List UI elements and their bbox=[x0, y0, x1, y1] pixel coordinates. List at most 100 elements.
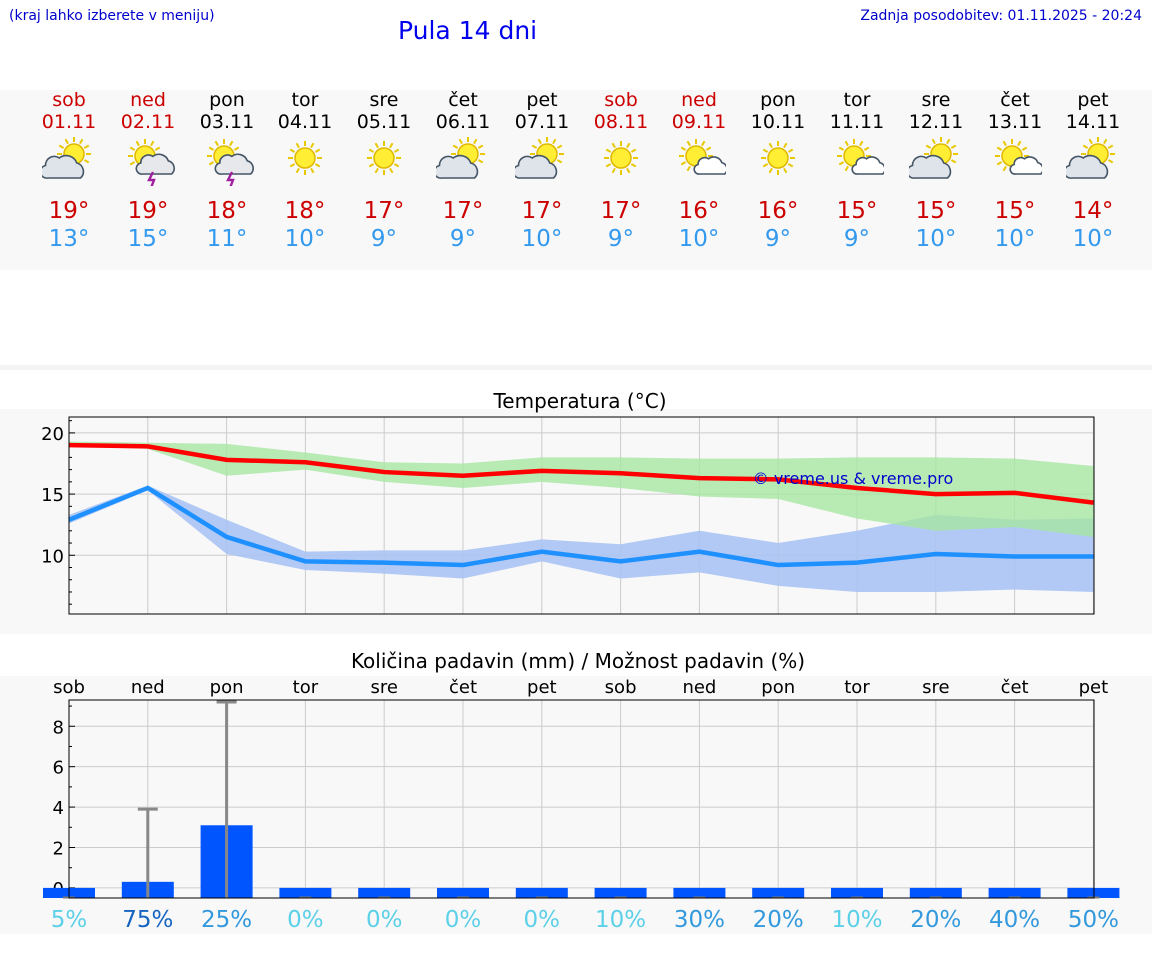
sun-ray bbox=[83, 144, 90, 149]
temp-max: 17° bbox=[363, 198, 405, 224]
cloud-shape bbox=[1009, 156, 1042, 175]
sun-ray bbox=[1082, 144, 1089, 149]
max-temp-line bbox=[68, 442, 1094, 505]
sun-ray bbox=[552, 138, 557, 145]
temp-min: 15° bbox=[127, 226, 169, 252]
sun-ray bbox=[58, 144, 65, 149]
sun-ray bbox=[129, 161, 136, 166]
cloud-shape bbox=[42, 154, 85, 179]
x-day-label: pet bbox=[527, 677, 557, 698]
sun-disc bbox=[294, 147, 316, 169]
x-day-label: sre bbox=[370, 677, 397, 698]
sun-ray bbox=[768, 167, 773, 174]
x-day-label: ned bbox=[131, 677, 165, 698]
temp-max: 19° bbox=[127, 198, 169, 224]
sun-ray bbox=[950, 159, 957, 164]
sun-ray bbox=[838, 146, 845, 151]
cloud-shape bbox=[135, 153, 175, 175]
sun-ray bbox=[368, 148, 375, 153]
sun-ray bbox=[705, 146, 712, 151]
sun-ray bbox=[686, 165, 691, 172]
temp-min: 9° bbox=[449, 226, 477, 252]
x-day-label: pet bbox=[1079, 677, 1109, 698]
rain-chance-label: 0% bbox=[366, 907, 403, 933]
y-tick-label: 2 bbox=[53, 838, 64, 859]
sun-ray bbox=[208, 161, 215, 166]
day-name: čet bbox=[448, 89, 478, 111]
day-name: čet bbox=[1000, 89, 1030, 111]
plot-frame bbox=[68, 416, 1095, 615]
sun-ray bbox=[233, 146, 240, 151]
sun-ray bbox=[129, 146, 136, 151]
y-tick-label: 20 bbox=[41, 424, 64, 445]
sun-cloud-icon bbox=[436, 137, 485, 179]
sun-ray bbox=[859, 140, 864, 147]
day-date: 12.11 bbox=[908, 111, 964, 133]
sun-ray bbox=[1021, 146, 1028, 151]
sun-ray bbox=[314, 163, 321, 168]
sun-ray bbox=[64, 138, 69, 145]
y-tick-label: 4 bbox=[53, 798, 64, 819]
sun-icon bbox=[288, 141, 322, 175]
precip-bar bbox=[1067, 887, 1120, 898]
sun-ray bbox=[630, 163, 637, 168]
rain-chance-label: 0% bbox=[445, 907, 482, 933]
temp-min: 9° bbox=[764, 226, 792, 252]
sun-ray bbox=[931, 138, 936, 145]
sun-ray bbox=[996, 146, 1003, 151]
precip-bar bbox=[279, 887, 332, 898]
sun-ray bbox=[838, 161, 845, 166]
y-tick-label: 8 bbox=[53, 717, 64, 738]
temp-max: 17° bbox=[521, 198, 563, 224]
precip-bar bbox=[988, 887, 1041, 898]
sun-ray bbox=[768, 142, 773, 149]
sun-icon bbox=[367, 141, 401, 175]
day-name: pet bbox=[1077, 89, 1109, 111]
temp-min: 10° bbox=[521, 226, 563, 252]
x-day-label: tor bbox=[844, 677, 870, 698]
sun-cloud-icon bbox=[909, 137, 958, 179]
day-date: 10.11 bbox=[750, 111, 806, 133]
day-date: 06.11 bbox=[435, 111, 491, 133]
sun-ray bbox=[314, 148, 321, 153]
precip-bar bbox=[752, 887, 805, 898]
rain-chance-label: 30% bbox=[674, 907, 725, 933]
sun-small-cloud-icon bbox=[837, 139, 884, 175]
sun-ray bbox=[393, 163, 400, 168]
temp-min: 9° bbox=[370, 226, 398, 252]
sun-ray bbox=[605, 163, 612, 168]
sun-storm-icon bbox=[207, 139, 254, 186]
precip-bar bbox=[515, 887, 568, 898]
sun-ray bbox=[787, 148, 794, 153]
sun-cloud-icon bbox=[515, 137, 564, 179]
temp-min: 9° bbox=[607, 226, 635, 252]
sun-ray bbox=[374, 167, 379, 174]
precip-bar bbox=[594, 887, 647, 898]
sun-ray bbox=[680, 146, 687, 151]
sun-ray bbox=[135, 140, 140, 147]
cloud-shape bbox=[515, 154, 558, 179]
sun-ray bbox=[295, 167, 300, 174]
sun-ray bbox=[531, 144, 538, 149]
rain-chance-label: 20% bbox=[910, 907, 961, 933]
sun-ray bbox=[1002, 165, 1007, 172]
sun-ray bbox=[389, 167, 394, 174]
sun-ray bbox=[289, 148, 296, 153]
sun-ray bbox=[1107, 144, 1114, 149]
sun-ray bbox=[1017, 140, 1022, 147]
x-day-label: sob bbox=[605, 677, 637, 698]
lightning-bolt bbox=[147, 171, 156, 186]
sun-ray bbox=[783, 142, 788, 149]
chart-title: Količina padavin (mm) / Možnost padavin … bbox=[351, 649, 805, 673]
sun-ray bbox=[946, 138, 951, 145]
sun-ray bbox=[389, 142, 394, 149]
cloud-shape bbox=[909, 154, 952, 179]
x-day-label: pon bbox=[761, 677, 795, 698]
temp-max: 15° bbox=[994, 198, 1036, 224]
day-date: 05.11 bbox=[356, 111, 412, 133]
rain-chance-label: 10% bbox=[595, 907, 646, 933]
day-name: ned bbox=[130, 89, 166, 111]
temp-min: 10° bbox=[994, 226, 1036, 252]
